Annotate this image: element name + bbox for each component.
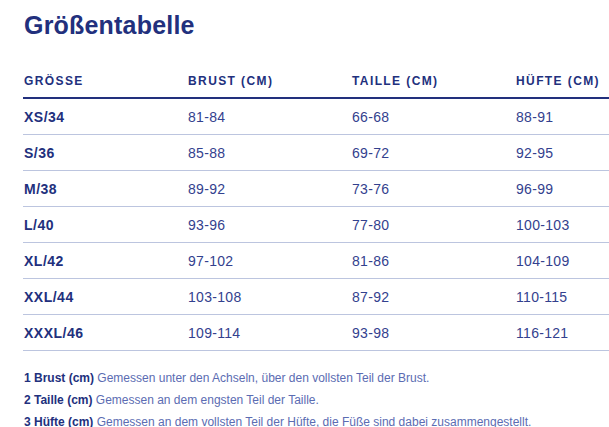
taille-cell: 87-92	[351, 279, 515, 315]
header-row: GRÖSSE BRUST (CM) TAILLE (CM) HÜFTE (CM)	[23, 40, 609, 98]
footnote-brust: 1 Brust (cm) Gemessen unter den Achseln,…	[24, 372, 609, 385]
size-table-header: GRÖSSE BRUST (CM) TAILLE (CM) HÜFTE (CM)	[23, 40, 609, 98]
huefte-cell: 110-115	[515, 279, 609, 315]
table-row: S/36 85-88 69-72 92-95	[23, 135, 609, 171]
size-table: GRÖSSE BRUST (CM) TAILLE (CM) HÜFTE (CM)…	[23, 40, 609, 351]
huefte-cell: 96-99	[515, 171, 609, 207]
size-cell: XL/42	[23, 243, 187, 279]
huefte-cell: 92-95	[515, 135, 609, 171]
brust-cell: 103-108	[187, 279, 351, 315]
taille-cell: 81-86	[351, 243, 515, 279]
brust-cell: 85-88	[187, 135, 351, 171]
brust-cell: 89-92	[187, 171, 351, 207]
footnote-brust-text: Gemessen unter den Achseln, über den vol…	[97, 371, 429, 385]
size-cell: S/36	[23, 135, 187, 171]
size-table-body: XS/34 81-84 66-68 88-91 S/36 85-88 69-72…	[23, 98, 609, 351]
taille-cell: 73-76	[351, 171, 515, 207]
footnote-huefte: 3 Hüfte (cm) Gemessen an dem vollsten Te…	[24, 416, 609, 427]
column-header-huefte: HÜFTE (CM)	[515, 40, 609, 98]
column-header-groesse: GRÖSSE	[23, 40, 187, 98]
table-row: XXL/44 103-108 87-92 110-115	[23, 279, 609, 315]
size-cell: M/38	[23, 171, 187, 207]
table-row: L/40 93-96 77-80 100-103	[23, 207, 609, 243]
size-cell: XXL/44	[23, 279, 187, 315]
huefte-cell: 104-109	[515, 243, 609, 279]
column-header-brust: BRUST (CM)	[187, 40, 351, 98]
footnote-taille: 2 Taille (cm) Gemessen an dem engsten Te…	[24, 394, 609, 407]
size-chart-page: Größentabelle GRÖSSE BRUST (CM) TAILLE (…	[0, 0, 609, 427]
table-row: M/38 89-92 73-76 96-99	[23, 171, 609, 207]
brust-cell: 97-102	[187, 243, 351, 279]
brust-cell: 109-114	[187, 315, 351, 351]
size-cell: XXXL/46	[23, 315, 187, 351]
taille-cell: 77-80	[351, 207, 515, 243]
size-cell: L/40	[23, 207, 187, 243]
huefte-cell: 116-121	[515, 315, 609, 351]
column-header-taille: TAILLE (CM)	[351, 40, 515, 98]
huefte-cell: 88-91	[515, 98, 609, 135]
brust-cell: 93-96	[187, 207, 351, 243]
taille-cell: 66-68	[351, 98, 515, 135]
huefte-cell: 100-103	[515, 207, 609, 243]
table-row: XS/34 81-84 66-68 88-91	[23, 98, 609, 135]
page-title: Größentabelle	[23, 11, 609, 40]
footnote-huefte-text: Gemessen an dem vollsten Teil der Hüfte,…	[97, 415, 532, 427]
footnote-huefte-label: 3 Hüfte (cm)	[24, 415, 93, 427]
footnote-brust-label: 1 Brust (cm)	[24, 371, 94, 385]
footnote-taille-text: Gemessen an dem engsten Teil der Taille.	[96, 393, 319, 407]
taille-cell: 93-98	[351, 315, 515, 351]
table-row: XXXL/46 109-114 93-98 116-121	[23, 315, 609, 351]
footnotes: 1 Brust (cm) Gemessen unter den Achseln,…	[23, 372, 609, 427]
footnote-taille-label: 2 Taille (cm)	[24, 393, 92, 407]
brust-cell: 81-84	[187, 98, 351, 135]
table-row: XL/42 97-102 81-86 104-109	[23, 243, 609, 279]
size-cell: XS/34	[23, 98, 187, 135]
taille-cell: 69-72	[351, 135, 515, 171]
